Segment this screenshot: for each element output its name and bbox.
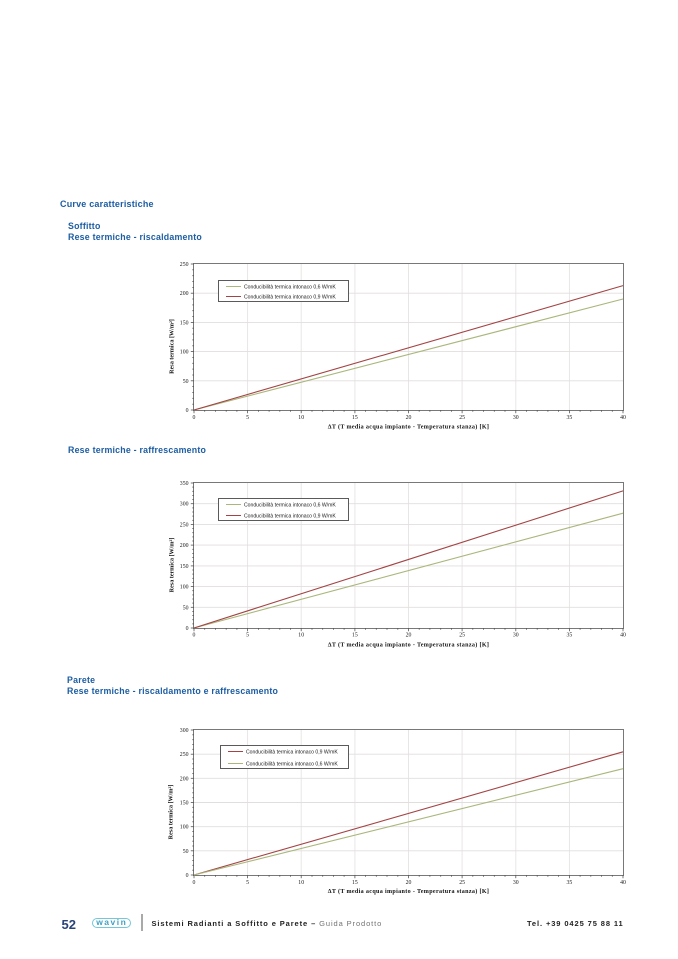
svg-text:5: 5 [246,633,249,639]
svg-text:0: 0 [193,880,196,886]
svg-text:Resa termica [W/m²]: Resa termica [W/m²] [169,319,176,374]
svg-text:250: 250 [180,752,189,758]
svg-text:20: 20 [406,880,412,886]
svg-text:100: 100 [180,350,189,356]
svg-text:Conducibilità termica intonaco: Conducibilità termica intonaco 0,6 W/mK [246,761,338,767]
svg-text:250: 250 [180,522,189,528]
svg-text:40: 40 [620,633,626,639]
svg-text:15: 15 [352,880,358,886]
svg-text:50: 50 [183,849,189,855]
svg-text:200: 200 [180,776,189,782]
svg-text:20: 20 [406,633,412,639]
svg-text:ΔT (T media acqua impianto - T: ΔT (T media acqua impianto - Temperatura… [328,424,490,431]
svg-text:30: 30 [513,880,519,886]
svg-text:200: 200 [180,291,189,297]
svg-text:Conducibilità termica intonaco: Conducibilità termica intonaco 0,9 W/mK [244,294,336,300]
svg-text:25: 25 [459,633,465,639]
svg-text:300: 300 [180,502,189,508]
svg-text:5: 5 [246,880,249,886]
svg-text:ΔT (T media acqua impianto - T: ΔT (T media acqua impianto - Temperatura… [328,642,490,649]
svg-text:30: 30 [513,633,519,639]
svg-text:5: 5 [246,415,249,421]
svg-text:10: 10 [298,415,304,421]
svg-text:Conducibilità termica intonaco: Conducibilità termica intonaco 0,6 W/mK [244,284,336,290]
svg-text:15: 15 [352,415,358,421]
svg-text:100: 100 [180,825,189,831]
svg-text:0: 0 [186,408,189,414]
svg-text:10: 10 [298,633,304,639]
svg-text:0: 0 [193,633,196,639]
svg-text:100: 100 [180,585,189,591]
svg-text:0: 0 [186,626,189,632]
svg-text:150: 150 [180,801,189,807]
svg-text:150: 150 [180,320,189,326]
svg-text:Conducibilità termica intonaco: Conducibilità termica intonaco 0,6 W/mK [244,502,336,508]
svg-text:40: 40 [620,415,626,421]
svg-text:300: 300 [180,728,189,734]
svg-text:50: 50 [183,605,189,611]
svg-text:200: 200 [180,543,189,549]
svg-text:Conducibilità termica intonaco: Conducibilità termica intonaco 0,9 W/mK [244,513,336,519]
svg-text:150: 150 [180,564,189,570]
svg-text:250: 250 [180,262,189,268]
svg-text:15: 15 [352,633,358,639]
svg-text:0: 0 [186,873,189,879]
svg-text:35: 35 [567,633,573,639]
svg-text:20: 20 [406,415,412,421]
svg-text:35: 35 [567,415,573,421]
svg-text:30: 30 [513,415,519,421]
svg-text:25: 25 [459,880,465,886]
svg-text:50: 50 [183,379,189,385]
svg-text:Conducibilità termica intonaco: Conducibilità termica intonaco 0,9 W/mK [246,749,338,755]
svg-text:10: 10 [298,880,304,886]
svg-text:25: 25 [459,415,465,421]
svg-text:ΔT (T media acqua impianto - T: ΔT (T media acqua impianto - Temperatura… [328,888,490,895]
svg-text:Resa termica [W/m²]: Resa termica [W/m²] [169,538,176,593]
svg-text:40: 40 [620,880,626,886]
svg-text:0: 0 [193,415,196,421]
svg-text:Resa termica [W/m²]: Resa termica [W/m²] [168,785,175,840]
svg-text:35: 35 [567,880,573,886]
svg-text:350: 350 [180,481,189,487]
